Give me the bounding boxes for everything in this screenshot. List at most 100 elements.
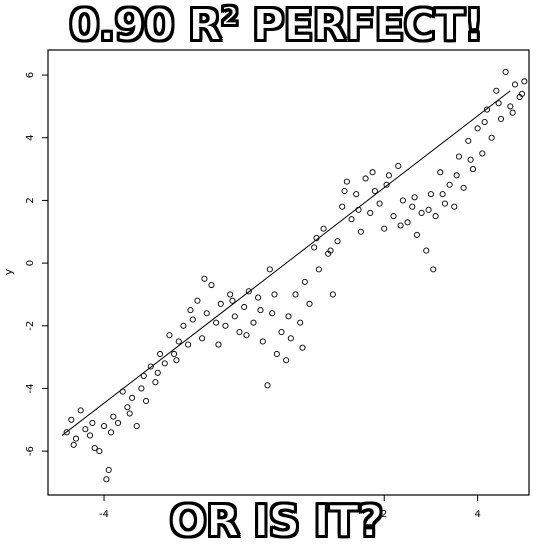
meme-bottom-caption: OR IS IT? bbox=[169, 496, 385, 547]
y-tick-label: 6 bbox=[25, 72, 36, 78]
data-point bbox=[497, 115, 505, 122]
data-point bbox=[287, 335, 294, 342]
data-point bbox=[355, 206, 362, 213]
data-point bbox=[327, 247, 334, 254]
x-axis: -4 2 4 bbox=[99, 495, 481, 520]
data-point bbox=[465, 137, 472, 144]
top-caption-superscript: 2 bbox=[220, 2, 240, 32]
data-point bbox=[509, 109, 516, 116]
data-point bbox=[259, 338, 266, 345]
data-point bbox=[329, 291, 336, 298]
data-point bbox=[467, 156, 474, 163]
data-point bbox=[299, 344, 306, 351]
data-point bbox=[441, 200, 448, 207]
data-point bbox=[353, 191, 360, 198]
data-point bbox=[425, 206, 432, 213]
data-point bbox=[301, 278, 308, 285]
data-point bbox=[469, 166, 477, 173]
x-tick-label: -4 bbox=[99, 509, 109, 520]
data-point bbox=[362, 175, 369, 182]
data-point bbox=[119, 388, 126, 395]
x-tick-label: 4 bbox=[474, 509, 480, 520]
data-point bbox=[343, 178, 350, 185]
data-point bbox=[96, 448, 103, 455]
data-point bbox=[161, 360, 168, 367]
data-point bbox=[409, 203, 416, 210]
data-point bbox=[460, 184, 467, 191]
data-point bbox=[152, 379, 159, 386]
y-tick-label: -2 bbox=[25, 321, 36, 331]
data-point bbox=[273, 350, 280, 358]
data-point bbox=[427, 191, 434, 198]
data-point bbox=[185, 341, 192, 348]
data-point bbox=[171, 350, 178, 358]
top-caption-main: 0.90 R bbox=[68, 0, 223, 51]
plot-frame bbox=[47, 49, 530, 496]
data-point bbox=[215, 341, 222, 348]
data-point bbox=[217, 300, 224, 307]
data-point bbox=[264, 382, 271, 389]
data-point bbox=[376, 200, 383, 207]
data-point bbox=[236, 328, 243, 336]
data-point bbox=[437, 169, 444, 176]
data-point bbox=[432, 213, 439, 220]
data-point bbox=[147, 363, 154, 370]
y-tick-label: -4 bbox=[25, 383, 36, 393]
data-point bbox=[138, 385, 145, 392]
data-point bbox=[189, 316, 196, 323]
data-point bbox=[446, 181, 453, 188]
data-point bbox=[493, 87, 500, 94]
data-point bbox=[313, 234, 320, 242]
data-point bbox=[334, 238, 341, 245]
data-point bbox=[213, 319, 220, 326]
data-point bbox=[243, 332, 250, 339]
data-point bbox=[241, 303, 248, 311]
data-point bbox=[250, 319, 257, 326]
data-point bbox=[495, 100, 502, 107]
data-point bbox=[245, 288, 252, 295]
y-axis-label: y bbox=[2, 268, 15, 275]
y-tick-label: -6 bbox=[25, 446, 36, 456]
data-point bbox=[140, 372, 147, 379]
data-point bbox=[367, 209, 374, 217]
data-point bbox=[126, 410, 133, 417]
data-point bbox=[143, 397, 150, 405]
meme-top-caption: 0.90 R2 PERFECT! bbox=[0, 2, 552, 49]
data-point bbox=[481, 119, 488, 126]
data-point bbox=[208, 281, 215, 289]
data-point bbox=[306, 300, 313, 307]
data-point bbox=[231, 313, 238, 320]
x-tick-label: 2 bbox=[381, 509, 387, 520]
data-point bbox=[385, 172, 392, 179]
y-tick-label: 0 bbox=[25, 260, 36, 266]
data-point bbox=[227, 291, 234, 298]
data-point bbox=[430, 266, 437, 273]
data-point bbox=[423, 247, 430, 254]
data-point bbox=[348, 216, 355, 223]
data-point bbox=[474, 125, 481, 132]
y-tick-label: 2 bbox=[25, 197, 36, 203]
data-point bbox=[89, 419, 96, 426]
data-point bbox=[180, 322, 187, 329]
top-caption-rest: PERFECT! bbox=[251, 0, 485, 51]
data-point bbox=[154, 369, 161, 376]
data-point bbox=[229, 297, 236, 304]
data-point bbox=[107, 429, 115, 436]
data-point bbox=[411, 194, 418, 201]
data-point bbox=[483, 106, 491, 113]
data-points bbox=[63, 68, 528, 483]
data-point bbox=[297, 319, 304, 326]
data-point bbox=[199, 335, 206, 342]
regression-line bbox=[61, 90, 511, 436]
data-point bbox=[511, 81, 519, 88]
data-point bbox=[105, 466, 112, 473]
data-point bbox=[315, 266, 322, 273]
data-point bbox=[266, 266, 273, 273]
data-point bbox=[455, 153, 463, 160]
data-point bbox=[371, 187, 378, 195]
data-point bbox=[86, 432, 94, 439]
data-point bbox=[397, 222, 404, 229]
data-point bbox=[479, 150, 486, 157]
data-point bbox=[357, 228, 364, 235]
